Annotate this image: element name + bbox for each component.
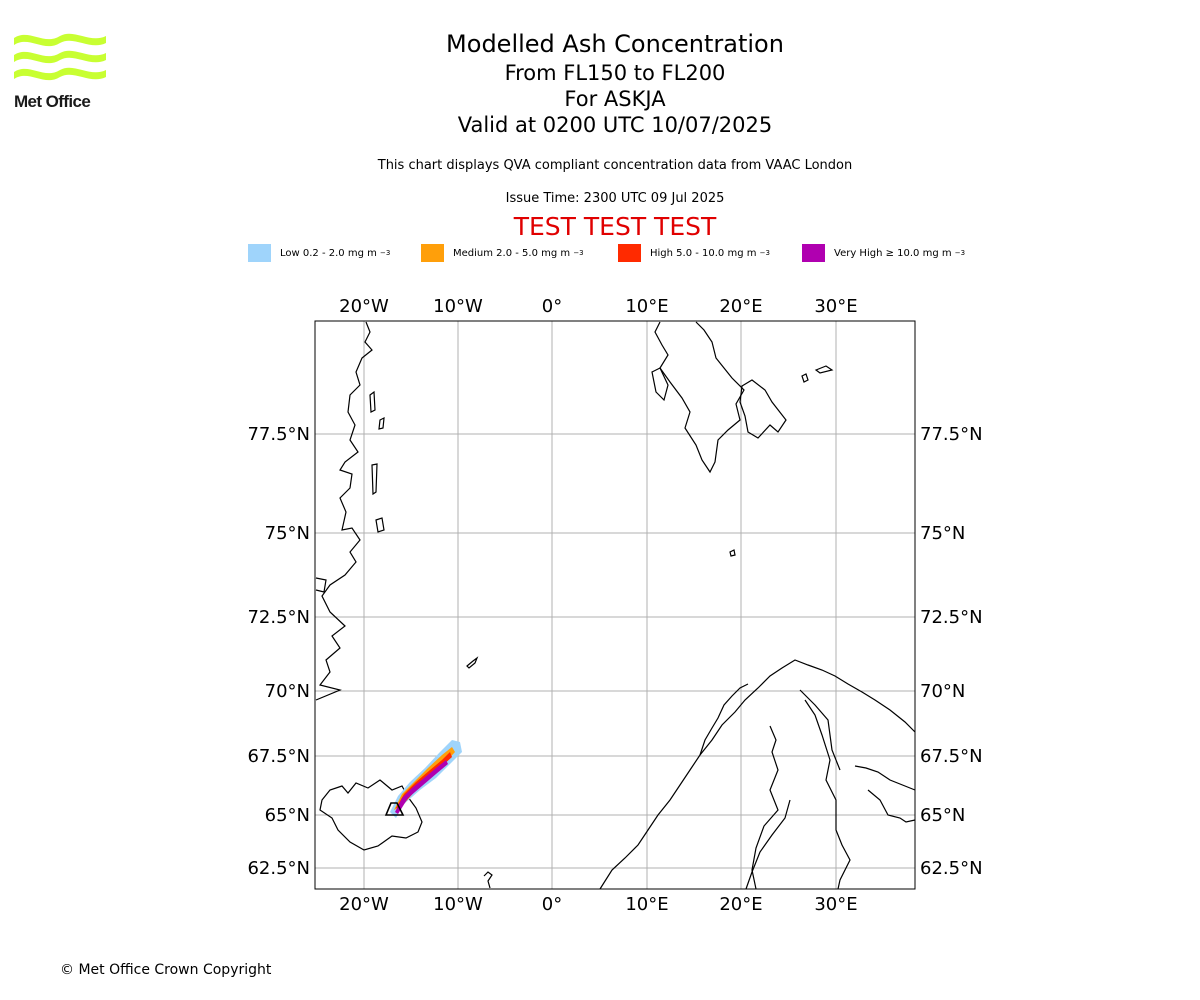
latitude-labels-left: 77.5°N 75°N 72.5°N 70°N 67.5°N 65°N 62.5… xyxy=(247,424,310,879)
legend-item-high: High 5.0 - 10.0 mg m −3 xyxy=(618,244,770,262)
svalbard-island-2 xyxy=(801,373,809,383)
lon-label-10e: 10°E xyxy=(625,296,668,317)
lat-label-77-5n: 77.5°N xyxy=(920,424,983,445)
lat-label-75n: 75°N xyxy=(265,523,310,544)
lat-label-72-5n: 72.5°N xyxy=(247,607,310,628)
ash-plume xyxy=(384,740,462,818)
legend-swatch-very-high xyxy=(802,244,825,262)
gulf-of-bothnia xyxy=(745,799,791,890)
met-office-waves-icon xyxy=(14,33,106,81)
lon-label-20e: 20°E xyxy=(719,296,762,317)
finland-inner-border xyxy=(799,689,841,771)
greenland-island-4 xyxy=(375,517,385,533)
legend-item-low: Low 0.2 - 2.0 mg m −3 xyxy=(248,244,390,262)
legend-unit-exponent: −3 xyxy=(759,249,770,257)
flight-level-range: From FL150 to FL200 xyxy=(504,61,726,85)
white-sea-coast xyxy=(867,789,916,823)
lat-label-67-5n: 67.5°N xyxy=(247,746,310,767)
map-frame xyxy=(314,320,916,890)
volcano-name: For ASKJA xyxy=(564,87,666,111)
lat-label-65n: 65°N xyxy=(920,805,965,826)
legend-unit-exponent: −3 xyxy=(380,249,391,257)
sweden-finland-border xyxy=(804,699,851,890)
svalbard-spitsbergen xyxy=(654,321,745,474)
askja-volcano-marker xyxy=(384,802,405,816)
lat-label-70n: 70°N xyxy=(920,681,965,702)
legend-swatch-high xyxy=(618,244,641,262)
issue-time: Issue Time: 2300 UTC 09 Jul 2025 xyxy=(505,191,725,206)
greenland-island-2 xyxy=(378,416,385,430)
lon-label-20w: 20°W xyxy=(339,894,389,915)
jan-mayen-island xyxy=(466,656,479,669)
norway-coast xyxy=(599,659,916,890)
kola-peninsula xyxy=(854,765,916,791)
longitude-labels-top: 20°W 10°W 0° 10°E 20°E 30°E xyxy=(339,296,857,317)
concentration-legend: Low 0.2 - 2.0 mg m −3 Medium 2.0 - 5.0 m… xyxy=(0,244,1200,264)
legend-label-low: Low 0.2 - 2.0 mg m xyxy=(280,247,377,259)
legend-unit-exponent: −3 xyxy=(954,249,966,257)
svalbard-island-3 xyxy=(814,365,834,374)
lat-label-77-5n: 77.5°N xyxy=(247,424,310,445)
lon-label-10w: 10°W xyxy=(433,296,483,317)
norway-fjord-detail xyxy=(699,683,749,756)
chart-title-block: Modelled Ash Concentration From FL150 to… xyxy=(330,28,900,138)
chart-description: This chart displays QVA compliant concen… xyxy=(377,158,853,173)
lat-label-62-5n: 62.5°N xyxy=(247,858,310,879)
lon-label-0: 0° xyxy=(542,296,562,317)
lat-label-75n: 75°N xyxy=(920,523,965,544)
norway-sweden-border xyxy=(751,725,779,890)
lat-label-67-5n: 67.5°N xyxy=(920,746,983,767)
iceland-coast xyxy=(319,779,423,851)
copyright-notice: © Met Office Crown Copyright xyxy=(60,962,272,978)
latitude-labels-right: 77.5°N 75°N 72.5°N 70°N 67.5°N 65°N 62.5… xyxy=(920,424,983,879)
coastlines xyxy=(315,321,916,890)
lat-label-65n: 65°N xyxy=(265,805,310,826)
bear-island xyxy=(729,549,736,557)
legend-label-medium: Medium 2.0 - 5.0 mg m xyxy=(453,247,571,259)
chart-title: Modelled Ash Concentration xyxy=(446,30,784,58)
greenland-island-1 xyxy=(369,390,376,413)
met-office-logo: Met Office xyxy=(14,30,106,112)
greenland-island-3 xyxy=(371,463,378,496)
lon-label-20e: 20°E xyxy=(719,894,762,915)
valid-time: Valid at 0200 UTC 10/07/2025 xyxy=(457,113,773,137)
greenland-coast xyxy=(315,321,373,701)
lon-label-20w: 20°W xyxy=(339,296,389,317)
lat-label-72-5n: 72.5°N xyxy=(920,607,983,628)
lon-label-10e: 10°E xyxy=(625,894,668,915)
legend-swatch-low xyxy=(248,244,271,262)
faroe-islands xyxy=(483,871,493,889)
longitude-labels-bottom: 20°W 10°W 0° 10°E 20°E 30°E xyxy=(339,894,857,915)
met-office-wordmark: Met Office xyxy=(14,92,91,111)
ash-layer-very-high xyxy=(395,760,448,814)
legend-item-very-high: Very High ≥ 10.0 mg m −3 xyxy=(802,244,965,262)
lat-label-62-5n: 62.5°N xyxy=(920,858,983,879)
lon-label-10w: 10°W xyxy=(433,894,483,915)
legend-unit-exponent: −3 xyxy=(573,249,584,257)
lat-label-70n: 70°N xyxy=(265,681,310,702)
legend-item-medium: Medium 2.0 - 5.0 mg m −3 xyxy=(421,244,584,262)
svalbard-island-1 xyxy=(651,367,669,402)
lon-label-0: 0° xyxy=(542,894,562,915)
test-banner: TEST TEST TEST xyxy=(513,212,717,241)
lon-label-30e: 30°E xyxy=(814,296,857,317)
svalbard-nordaustlandet xyxy=(739,379,787,439)
legend-label-very-high: Very High ≥ 10.0 mg m xyxy=(834,247,952,259)
legend-swatch-medium xyxy=(421,244,444,262)
greenland-island-5 xyxy=(315,577,327,593)
map-graticule xyxy=(315,321,915,889)
lon-label-30e: 30°E xyxy=(814,894,857,915)
legend-label-high: High 5.0 - 10.0 mg m xyxy=(650,247,757,259)
